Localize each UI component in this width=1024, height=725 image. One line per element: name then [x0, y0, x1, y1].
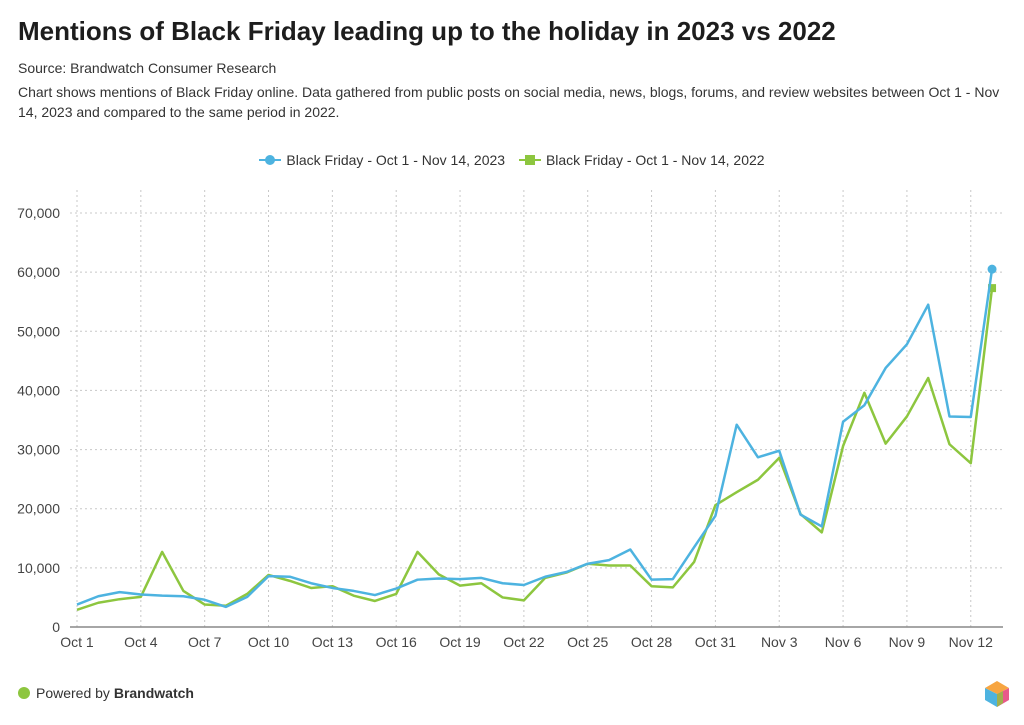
chart-source: Source: Brandwatch Consumer Research	[18, 60, 277, 76]
y-tick-label: 0	[52, 619, 60, 635]
brand-name: Brandwatch	[113, 685, 194, 701]
x-tick-label: Oct 13	[312, 634, 353, 650]
brandwatch-logo-icon	[985, 681, 1009, 707]
legend-label: Black Friday - Oct 1 - Nov 14, 2022	[545, 152, 765, 168]
y-tick-label: 60,000	[17, 264, 60, 280]
y-tick-label: 40,000	[17, 382, 60, 398]
legend-marker-circle-icon	[259, 155, 282, 165]
x-tick-label: Oct 31	[695, 634, 736, 650]
x-tick-label: Oct 1	[60, 634, 94, 650]
brandwatch-dot-icon	[18, 687, 30, 699]
legend-label: Black Friday - Oct 1 - Nov 14, 2023	[286, 152, 506, 168]
y-tick-label: 30,000	[17, 442, 60, 458]
y-tick-label: 10,000	[17, 560, 60, 576]
x-tick-label: Nov 12	[949, 634, 994, 650]
x-tick-label: Oct 7	[188, 634, 222, 650]
x-tick-label: Nov 3	[761, 634, 798, 650]
last-point-marker-2023	[987, 264, 997, 274]
x-tick-label: Nov 6	[825, 634, 862, 650]
x-tick-label: Oct 19	[439, 634, 480, 650]
x-tick-label: Oct 28	[631, 634, 672, 650]
x-tick-label: Oct 25	[567, 634, 608, 650]
footer: Powered by Brandwatch	[18, 685, 194, 701]
chart-title: Mentions of Black Friday leading up to t…	[18, 16, 836, 46]
legend-item-2023[interactable]: Black Friday - Oct 1 - Nov 14, 2023	[259, 152, 505, 168]
y-tick-label: 70,000	[17, 205, 60, 221]
y-tick-label: 50,000	[17, 323, 60, 339]
x-tick-label: Nov 9	[889, 634, 926, 650]
series-line-2023	[76, 269, 994, 609]
legend-item-2022[interactable]: Black Friday - Oct 1 - Nov 14, 2022	[518, 152, 765, 168]
x-tick-label: Oct 16	[376, 634, 417, 650]
x-tick-label: Oct 22	[503, 634, 544, 650]
powered-by-text: Powered by	[36, 685, 110, 701]
x-tick-label: Oct 10	[248, 634, 289, 650]
legend-marker-square-icon	[518, 155, 541, 165]
series-line-2022	[76, 287, 994, 612]
legend: Black Friday - Oct 1 - Nov 14, 2023 Blac…	[0, 152, 1024, 169]
y-tick-label: 20,000	[17, 501, 60, 517]
chart-description: Chart shows mentions of Black Friday onl…	[18, 84, 1000, 120]
x-tick-label: Oct 4	[124, 634, 158, 650]
last-point-marker-2022	[988, 284, 997, 293]
